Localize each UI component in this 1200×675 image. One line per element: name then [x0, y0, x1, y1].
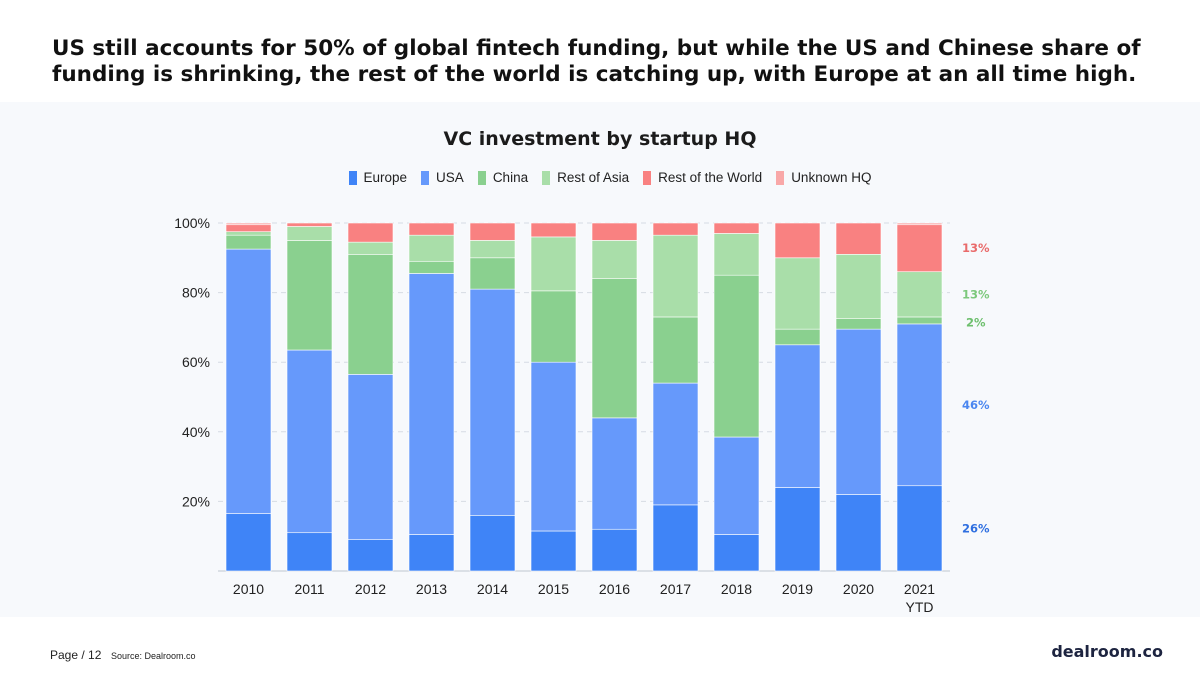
- bar-usa-2016: [592, 418, 637, 529]
- x-tick-label-2012: 2012: [355, 581, 386, 597]
- bar-rest-of-the-world-2013: [409, 223, 454, 235]
- bar-europe-2017: [653, 505, 698, 571]
- bar-rest-of-asia-2018: [714, 233, 759, 275]
- bar-europe-2010: [226, 514, 271, 571]
- bar-europe-2014: [470, 515, 515, 571]
- bar-china-2018: [714, 275, 759, 437]
- x-tick-label-2018: 2018: [721, 581, 752, 597]
- bar-rest-of-asia-2015: [531, 237, 576, 291]
- bar-usa-2010: [226, 249, 271, 513]
- bar-usa-2015: [531, 362, 576, 531]
- page-number: Page / 12: [50, 648, 101, 662]
- y-tick-label-80: 80%: [182, 285, 210, 301]
- bar-china-2017: [653, 317, 698, 383]
- bar-china-2012: [348, 254, 393, 374]
- bar-rest-of-asia-2019: [775, 258, 820, 329]
- bar-rest-of-the-world-2015: [531, 223, 576, 237]
- bar-china-2014: [470, 258, 515, 289]
- bar-usa-2011: [287, 350, 332, 533]
- bar-china-2020: [836, 319, 881, 329]
- bar-china-2013: [409, 261, 454, 273]
- bar-europe-2016: [592, 529, 637, 571]
- bar-rest-of-the-world-2018: [714, 223, 759, 233]
- annotation-usa: 46%: [962, 398, 990, 412]
- bar-usa-2021-ytd: [897, 324, 942, 486]
- annotation-europe: 26%: [962, 521, 990, 535]
- bar-europe-2015: [531, 531, 576, 571]
- annotation-rest-of-the-world: 13%: [962, 241, 990, 255]
- bar-europe-2013: [409, 534, 454, 571]
- bar-rest-of-asia-2021-ytd: [897, 272, 942, 317]
- bar-europe-2020: [836, 494, 881, 571]
- x-tick-label-2014: 2014: [477, 581, 508, 597]
- y-tick-label-20: 20%: [182, 493, 210, 509]
- x-tick-label-2011: 2011: [294, 581, 324, 597]
- bar-unknown-hq-2010: [226, 223, 271, 225]
- bar-rest-of-the-world-2011: [287, 223, 332, 226]
- bar-europe-2012: [348, 540, 393, 571]
- bar-rest-of-the-world-2020: [836, 223, 881, 254]
- bar-rest-of-asia-2020: [836, 254, 881, 318]
- bar-rest-of-the-world-2016: [592, 223, 637, 240]
- bar-china-2021-ytd: [897, 317, 942, 324]
- y-tick-label-100: 100%: [174, 215, 210, 231]
- bar-unknown-hq-2021-ytd: [897, 223, 942, 225]
- bar-china-2011: [287, 240, 332, 350]
- bar-china-2019: [775, 329, 820, 345]
- dealroom-logo: dealroom.co: [1051, 642, 1163, 661]
- bar-rest-of-asia-2013: [409, 235, 454, 261]
- bar-usa-2012: [348, 374, 393, 539]
- bar-europe-2019: [775, 487, 820, 571]
- bar-usa-2014: [470, 289, 515, 515]
- annotation-china: 2%: [966, 315, 986, 329]
- x-tick-label-2021-ytd: 2021 YTD: [904, 581, 935, 615]
- bar-europe-2018: [714, 534, 759, 571]
- x-tick-label-2017: 2017: [660, 581, 691, 597]
- bar-rest-of-the-world-2010: [226, 225, 271, 232]
- bar-rest-of-the-world-2019: [775, 223, 820, 258]
- bar-china-2010: [226, 235, 271, 249]
- x-tick-label-2013: 2013: [416, 581, 447, 597]
- stacked-bar-chart: 20% 40% 60% 80% 100% 2010 2011 2012 2013 2014 2015…: [0, 0, 1200, 675]
- bar-rest-of-asia-2014: [470, 240, 515, 257]
- bar-usa-2020: [836, 329, 881, 494]
- y-tick-label-40: 40%: [182, 424, 210, 440]
- bar-rest-of-asia-2010: [226, 232, 271, 235]
- bar-china-2015: [531, 291, 576, 362]
- bar-china-2016: [592, 279, 637, 418]
- bar-europe-2011: [287, 533, 332, 571]
- bar-usa-2017: [653, 383, 698, 505]
- bar-rest-of-asia-2016: [592, 240, 637, 278]
- bar-rest-of-the-world-2021-ytd: [897, 225, 942, 272]
- bar-usa-2019: [775, 345, 820, 488]
- annotation-rest-of-asia: 13%: [962, 287, 990, 301]
- bar-usa-2013: [409, 273, 454, 534]
- bar-rest-of-the-world-2012: [348, 223, 393, 242]
- bar-rest-of-asia-2017: [653, 235, 698, 317]
- bar-rest-of-asia-2012: [348, 242, 393, 254]
- x-tick-label-2016: 2016: [599, 581, 630, 597]
- x-tick-label-2010: 2010: [233, 581, 264, 597]
- x-tick-label-2019: 2019: [782, 581, 813, 597]
- bar-rest-of-the-world-2014: [470, 223, 515, 240]
- x-tick-label-2015: 2015: [538, 581, 569, 597]
- x-tick-label-2020: 2020: [843, 581, 874, 597]
- bar-usa-2018: [714, 437, 759, 534]
- bar-rest-of-the-world-2017: [653, 223, 698, 235]
- bar-europe-2021-ytd: [897, 486, 942, 571]
- source-note: Source: Dealroom.co: [111, 651, 196, 661]
- y-tick-label-60: 60%: [182, 354, 210, 370]
- bar-rest-of-asia-2011: [287, 226, 332, 240]
